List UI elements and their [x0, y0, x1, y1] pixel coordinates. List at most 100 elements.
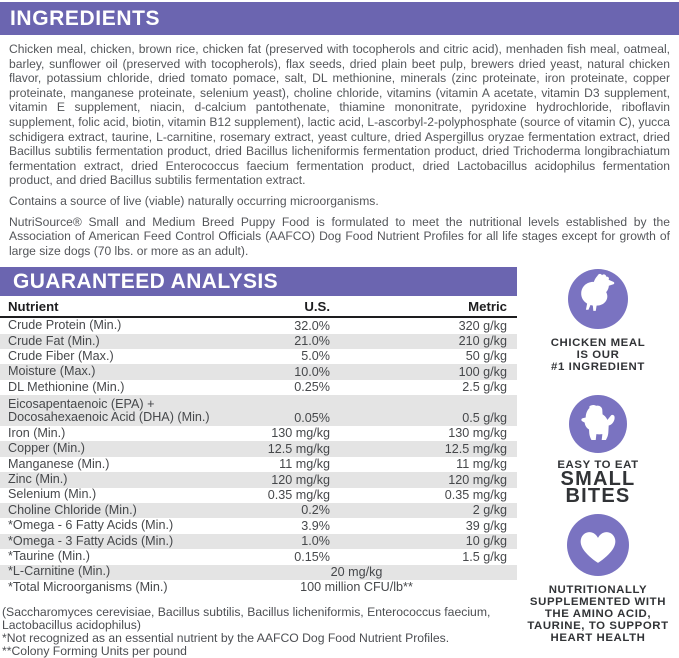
us-value-cell: 11 mg/kg — [279, 457, 330, 472]
nutrient-cell: Eicosapentaenoic (EPA) + Docosahexaenoic… — [8, 396, 210, 425]
column-header-us: U.S. — [304, 299, 330, 315]
metric-value-cell: 50 g/kg — [465, 349, 507, 364]
footnote-microorganism-species: (Saccharomyces cerevisiae, Bacillus subt… — [2, 605, 491, 633]
table-row: Eicosapentaenoic (EPA) + Docosahexaenoic… — [0, 395, 517, 427]
metric-value-cell: 130 mg/kg — [448, 426, 507, 441]
guaranteed-analysis-title-bar: GUARANTEED ANALYSIS — [0, 267, 517, 297]
lower-section: GUARANTEED ANALYSIS Nutrient U.S. Metric… — [0, 267, 679, 658]
metric-value-cell: 210 g/kg — [458, 334, 507, 349]
metric-value-cell: 2 g/kg — [472, 503, 507, 518]
badge-caption-line: THE AMINO ACID, — [544, 608, 652, 621]
puppy-icon — [568, 395, 627, 454]
us-value-cell: 0.2% — [301, 503, 330, 518]
us-value-cell: 21.0% — [294, 334, 330, 349]
badge-heart-health: NUTRITIONALLY SUPPLEMENTED WITH THE AMIN… — [527, 514, 668, 644]
nutrient-cell: Moisture (Max.) — [8, 364, 96, 379]
us-value-cell: 120 mg/kg — [271, 472, 330, 487]
metric-value-cell: 1.5 g/kg — [462, 549, 507, 564]
badge-puppy-caption: EASY TO EAT SMALL BITES — [557, 459, 639, 508]
us-value-cell: 10.0% — [294, 364, 330, 379]
table-row: *L-Carnitine (Min.) 20 mg/kg — [0, 564, 517, 580]
metric-value-cell: 0.5 g/kg — [462, 411, 507, 426]
us-value-cell: 0.05% — [294, 411, 330, 426]
nutrient-cell: Zinc (Min.) — [8, 472, 68, 487]
metric-value-cell: 11 mg/kg — [456, 457, 507, 472]
table-row: DL Methionine (Min.) 0.25% 2.5 g/kg — [0, 380, 517, 395]
ingredients-body: Chicken meal, chicken, brown rice, chick… — [9, 42, 670, 188]
badge-chicken-caption: CHICKEN MEAL IS OUR #1 INGREDIENT — [551, 337, 646, 373]
table-row: *Omega - 3 Fatty Acids (Min.) 1.0% 10 g/kg — [0, 533, 517, 550]
badge-caption-line: EASY TO EAT — [557, 459, 639, 472]
badge-heart-caption: NUTRITIONALLY SUPPLEMENTED WITH THE AMIN… — [527, 584, 668, 644]
nutrient-cell: Crude Protein (Min.) — [8, 318, 122, 333]
badge-caption-line: CHICKEN MEAL — [550, 337, 646, 350]
us-value-cell: 12.5 mg/kg — [267, 441, 330, 456]
metric-value-cell: 39 g/kg — [465, 518, 507, 533]
us-value-cell: 0.35 mg/kg — [267, 488, 330, 503]
nutrient-cell: Manganese (Min.) — [8, 456, 110, 471]
badge-caption-line: BITES — [565, 485, 631, 508]
table-row: Crude Protein (Min.) 32.0% 320 g/kg — [0, 318, 517, 333]
metric-value-cell: 10 g/kg — [465, 534, 507, 549]
nutrient-cell: *Taurine (Min.) — [8, 548, 90, 563]
table-row: *Omega - 6 Fatty Acids (Min.) 3.9% 39 g/kg — [0, 518, 517, 533]
table-row: Crude Fat (Min.) 21.0% 210 g/kg — [0, 333, 517, 350]
badge-chicken-meal: CHICKEN MEAL IS OUR #1 INGREDIENT — [551, 269, 646, 373]
metric-value-cell: 2.5 g/kg — [462, 380, 507, 395]
heart-icon — [566, 514, 629, 577]
table-row: Crude Fiber (Max.) 5.0% 50 g/kg — [0, 349, 517, 364]
guaranteed-analysis-title: GUARANTEED ANALYSIS — [13, 269, 279, 293]
us-value-cell: 130 mg/kg — [271, 426, 330, 441]
badge-caption-line: SMALL — [560, 468, 636, 491]
microorganisms-note: Contains a source of live (viable) natur… — [9, 193, 379, 208]
table-row: Zinc (Min.) 120 mg/kg 120 mg/kg — [0, 472, 517, 488]
table-row: Copper (Min.) 12.5 mg/kg 12.5 mg/kg — [0, 441, 517, 457]
table-row: *Taurine (Min.) 0.15% 1.5 g/kg — [0, 549, 517, 564]
nutrient-cell: *L-Carnitine (Min.) — [8, 564, 111, 579]
combined-value-cell: 100 million CFU/lb** — [300, 580, 413, 595]
chicken-icon — [568, 269, 628, 330]
ingredients-section: INGREDIENTS Chicken meal, chicken, brown… — [0, 2, 679, 258]
metric-value-cell: 100 g/kg — [458, 364, 507, 379]
analysis-table-header: Nutrient U.S. Metric — [0, 296, 517, 319]
analysis-footnotes: (Saccharomyces cerevisiae, Bacillus subt… — [2, 606, 517, 658]
table-row: Iron (Min.) 130 mg/kg 130 mg/kg — [0, 426, 517, 441]
nutrient-cell: *Total Microorganisms (Min.) — [8, 579, 168, 594]
analysis-table: Nutrient U.S. Metric Crude Protein (Min.… — [0, 296, 517, 595]
nutrient-cell: Choline Chloride (Min.) — [8, 502, 137, 517]
us-value-cell: 32.0% — [294, 318, 330, 333]
analysis-table-rows: Crude Protein (Min.) 32.0% 320 g/kg Crude F… — [0, 318, 517, 595]
us-value-cell: 5.0% — [301, 349, 330, 364]
table-row: Selenium (Min.) 0.35 mg/kg 0.35 mg/kg — [0, 488, 517, 503]
metric-value-cell: 120 mg/kg — [448, 472, 507, 487]
badge-caption-line: HEART HEALTH — [550, 632, 646, 645]
badge-caption-line: IS OUR — [576, 349, 620, 362]
ingredients-title-bar: INGREDIENTS — [0, 2, 679, 35]
column-header-nutrient: Nutrient — [8, 299, 59, 315]
nutrient-cell: *Omega - 6 Fatty Acids (Min.) — [8, 518, 174, 533]
badge-small-bites: EASY TO EAT SMALL BITES — [557, 395, 639, 508]
badge-caption-line: #1 INGREDIENT — [551, 361, 645, 374]
nutrient-cell: *Omega - 3 Fatty Acids (Min.) — [8, 533, 174, 548]
nutrient-cell: Selenium (Min.) — [8, 487, 97, 502]
us-value-cell: 1.0% — [301, 534, 330, 549]
table-row: *Total Microorganisms (Min.) 100 million … — [0, 580, 517, 595]
us-value-cell: 0.25% — [294, 380, 330, 395]
aafco-statement: NutriSource® Small and Medium Breed Pupp… — [9, 214, 670, 258]
nutrient-cell: DL Methionine (Min.) — [8, 379, 125, 394]
column-header-metric: Metric — [468, 299, 507, 315]
nutrient-cell: Crude Fat (Min.) — [8, 333, 100, 348]
nutrient-cell: Copper (Min.) — [8, 441, 85, 456]
footnote-not-recognized: *Not recognized as an essential nutrient… — [2, 631, 450, 646]
badge-caption-line: TAURINE, TO SUPPORT — [527, 620, 669, 633]
benefit-badges-sidebar: CHICKEN MEAL IS OUR #1 INGREDIENT EASY T… — [517, 267, 679, 644]
table-row: Moisture (Max.) 10.0% 100 g/kg — [0, 364, 517, 380]
metric-value-cell: 12.5 mg/kg — [444, 441, 507, 456]
nutrient-cell: Iron (Min.) — [8, 425, 66, 440]
badge-caption-line: NUTRITIONALLY — [548, 584, 648, 597]
nutrient-cell: Crude Fiber (Max.) — [8, 348, 114, 363]
us-value-cell: 3.9% — [301, 518, 330, 533]
table-row: Choline Chloride (Min.) 0.2% 2 g/kg — [0, 502, 517, 519]
badge-caption-line: SUPPLEMENTED WITH — [529, 596, 667, 609]
us-value-cell: 0.15% — [294, 549, 330, 564]
